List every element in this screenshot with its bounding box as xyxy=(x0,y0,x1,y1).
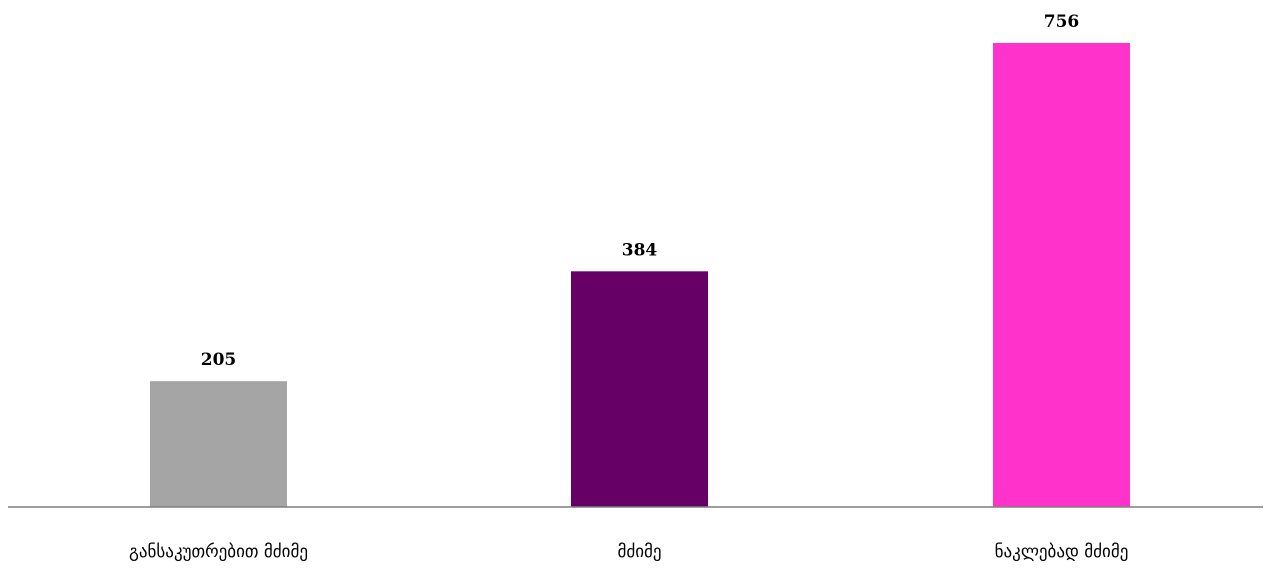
data-label-2: 384 xyxy=(622,240,658,260)
bars-group xyxy=(150,43,1130,507)
category-labels-group: განსაკუთრებით მძიმე მძიმე ნაკლებად მძიმე xyxy=(129,542,1128,562)
category-label-3: ნაკლებად მძიმე xyxy=(995,542,1129,562)
category-label-1: განსაკუთრებით მძიმე xyxy=(129,542,308,562)
data-label-1: 205 xyxy=(201,350,237,370)
data-label-3: 756 xyxy=(1044,12,1080,32)
bar-1 xyxy=(150,381,287,507)
bar-3 xyxy=(993,43,1130,507)
value-labels-group: 205 384 756 xyxy=(201,12,1080,370)
bar-2 xyxy=(571,271,708,507)
category-label-2: მძიმე xyxy=(617,542,661,562)
